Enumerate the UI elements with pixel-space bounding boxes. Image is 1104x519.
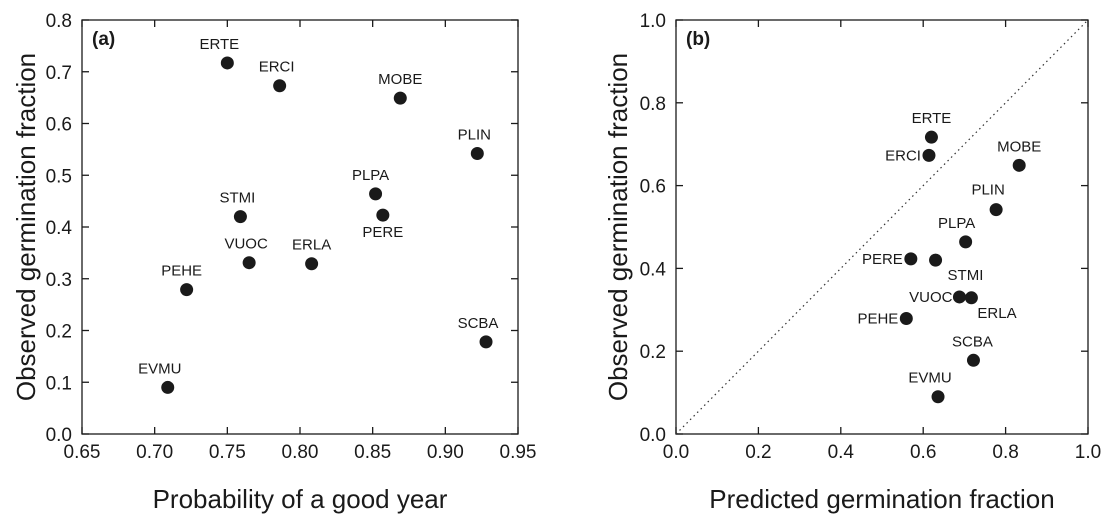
point-label-erci: ERCI xyxy=(885,147,921,164)
point-label-mobe: MOBE xyxy=(378,71,422,88)
data-point-plpa xyxy=(369,187,383,201)
x-tick-label: 0.75 xyxy=(209,442,246,463)
x-tick-label: 0.85 xyxy=(354,442,391,463)
x-tick-label: 0.95 xyxy=(500,442,537,463)
data-point-erci xyxy=(273,79,287,93)
x-tick-label: 0.70 xyxy=(136,442,173,463)
y-tick-label: 0.4 xyxy=(46,218,73,239)
data-point-erla xyxy=(964,291,978,305)
plot-frame xyxy=(675,19,1089,435)
y-tick-label: 0.4 xyxy=(640,259,667,280)
x-tick-label: 0.90 xyxy=(427,442,464,463)
data-point-stmi xyxy=(233,210,247,224)
point-label-erla: ERLA xyxy=(977,305,1016,322)
point-label-erci: ERCI xyxy=(259,59,295,76)
point-label-erte: ERTE xyxy=(199,36,239,53)
x-tick-label: 0.65 xyxy=(64,442,101,463)
data-point-plin xyxy=(989,203,1003,217)
point-label-stmi: STMI xyxy=(948,267,984,284)
y-tick-label: 0.7 xyxy=(46,63,72,84)
y-tick-label: 0.6 xyxy=(640,177,666,198)
x-tick-label: 0.2 xyxy=(745,442,771,463)
x-tick-label: 0.0 xyxy=(663,442,689,463)
x-tick-label: 1.0 xyxy=(1075,442,1101,463)
point-label-plin: PLIN xyxy=(971,182,1004,199)
data-point-pehe xyxy=(180,283,194,297)
point-label-plpa: PLPA xyxy=(938,215,975,232)
point-label-plin: PLIN xyxy=(458,127,491,144)
data-point-evmu xyxy=(161,380,175,394)
x-tick-label: 0.8 xyxy=(992,442,1018,463)
x-tick-label: 0.4 xyxy=(828,442,855,463)
x-axis-title: Predicted germination fraction xyxy=(709,484,1054,514)
y-tick-label: 0.3 xyxy=(46,270,72,291)
point-label-vuoc: VUOC xyxy=(909,289,953,306)
point-label-mobe: MOBE xyxy=(997,138,1041,155)
x-tick-label: 0.80 xyxy=(282,442,319,463)
data-point-evmu xyxy=(931,390,945,404)
y-tick-label: 0.1 xyxy=(46,373,72,394)
data-point-erte xyxy=(924,130,938,144)
y-tick-label: 0.2 xyxy=(46,322,72,343)
one-to-one-line xyxy=(675,19,1089,435)
panel-a: 0.65 0.70 0.75 0.80 0.85 0.90 0.95 0.0 0.1 0.2 0.3… xyxy=(11,11,536,514)
point-label-stmi: STMI xyxy=(219,190,255,207)
data-point-stmi xyxy=(929,253,943,267)
data-point-plin xyxy=(470,147,484,161)
data-point-erci xyxy=(922,148,936,162)
y-axis-title: Observed germination fraction xyxy=(11,53,41,401)
data-point-plpa xyxy=(959,235,973,249)
point-label-scba: SCBA xyxy=(458,315,499,332)
data-point-pere xyxy=(376,208,390,222)
data-point-pehe xyxy=(899,311,913,325)
y-tick-label: 0.8 xyxy=(46,11,72,32)
point-label-pehe: PEHE xyxy=(161,263,202,280)
point-label-scba: SCBA xyxy=(952,333,993,350)
point-label-pehe: PEHE xyxy=(857,310,898,327)
data-point-erte xyxy=(220,56,234,70)
y-tick-label: 0.0 xyxy=(640,425,666,446)
y-tick-label: 0.2 xyxy=(640,342,666,363)
point-label-evmu: EVMU xyxy=(908,370,951,387)
data-point-pere xyxy=(904,252,918,266)
point-label-erla: ERLA xyxy=(292,237,331,254)
data-point-vuoc xyxy=(952,290,966,304)
y-tick-label: 1.0 xyxy=(640,11,666,32)
y-tick-label: 0.5 xyxy=(46,166,72,187)
panel-label: (b) xyxy=(686,29,710,50)
point-label-evmu: EVMU xyxy=(138,360,181,377)
y-tick-label: 0.6 xyxy=(46,115,72,136)
panel-b: 0.0 0.2 0.4 0.6 0.8 1.0 0.0 0.2 0.4 0.6 0.8 1.0 (b) E… xyxy=(603,11,1101,514)
x-axis-title: Probability of a good year xyxy=(153,484,448,514)
data-point-vuoc xyxy=(242,256,256,270)
panel-label: (a) xyxy=(92,29,115,50)
point-label-plpa: PLPA xyxy=(352,167,389,184)
point-label-vuoc: VUOC xyxy=(224,236,268,253)
data-point-mobe xyxy=(1012,158,1026,172)
y-axis-title: Observed germination fraction xyxy=(603,53,633,401)
y-tick-label: 0.0 xyxy=(46,425,72,446)
data-point-scba xyxy=(479,335,493,349)
data-point-scba xyxy=(966,353,980,367)
y-tick-label: 0.8 xyxy=(640,94,666,115)
point-label-pere: PERE xyxy=(362,224,403,241)
data-point-mobe xyxy=(393,91,407,105)
x-tick-label: 0.6 xyxy=(910,442,936,463)
point-label-erte: ERTE xyxy=(912,110,952,127)
point-label-pere: PERE xyxy=(862,251,903,268)
data-point-erla xyxy=(305,257,319,271)
